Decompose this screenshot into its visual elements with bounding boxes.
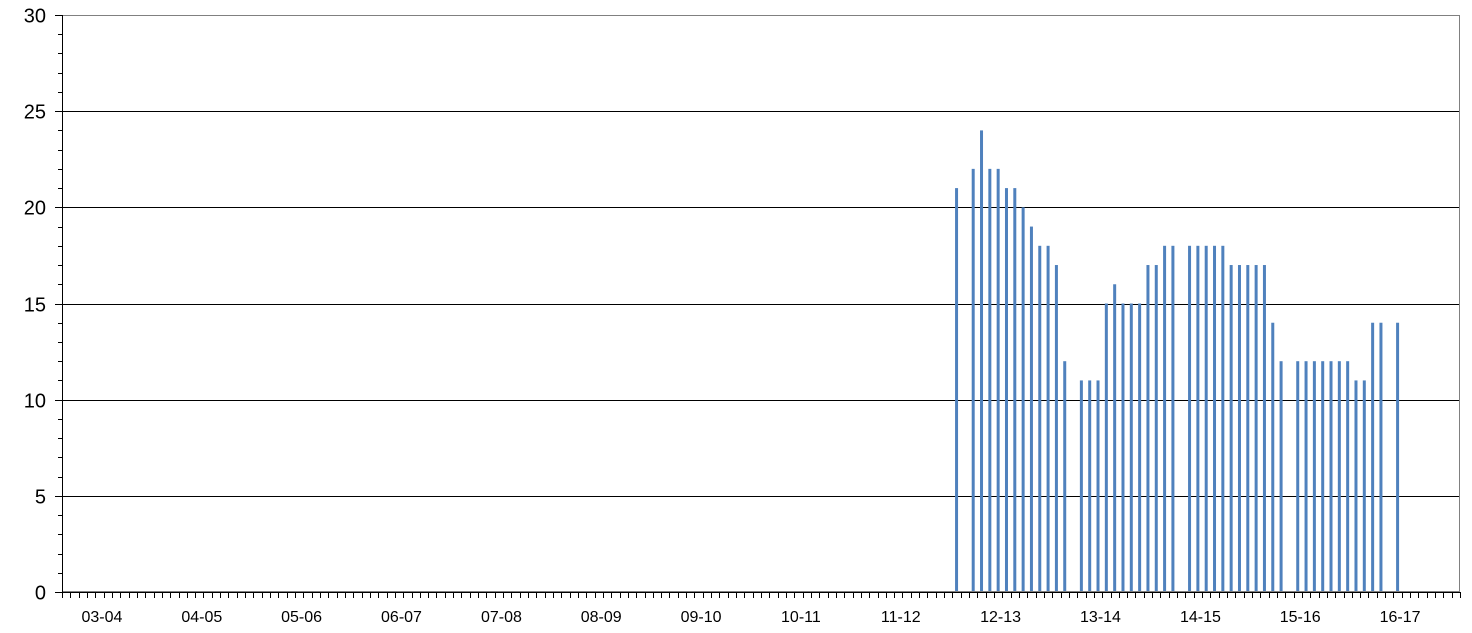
bar [1329, 361, 1333, 592]
x-tick-label: 13-14 [1080, 609, 1121, 626]
bar [1013, 188, 1017, 592]
bar [1088, 380, 1092, 592]
x-tick-label: 08-09 [581, 609, 622, 626]
bar [1229, 265, 1233, 592]
bar [1279, 361, 1283, 592]
bar [980, 130, 984, 592]
y-tick-label: 0 [35, 583, 46, 605]
bar [1063, 361, 1067, 592]
bar [1321, 361, 1325, 592]
bar [1196, 245, 1200, 593]
bar [1237, 265, 1241, 592]
bar [1312, 361, 1316, 592]
y-tick-label: 15 [24, 295, 46, 317]
bar [1038, 245, 1042, 593]
x-tick-label: 15-16 [1280, 609, 1321, 626]
bar [1304, 361, 1308, 592]
bar [955, 188, 959, 592]
bar [1129, 303, 1133, 592]
x-tick-label: 11-12 [881, 609, 921, 626]
x-tick-label: 06-07 [381, 609, 422, 626]
y-tick-label: 30 [24, 6, 46, 28]
bar [1188, 245, 1192, 593]
bar [1046, 245, 1050, 593]
bar [1371, 322, 1375, 592]
bar [971, 168, 975, 592]
x-tick-label: 14-15 [1180, 609, 1221, 626]
x-tick-label: 07-08 [481, 609, 522, 626]
bar [1271, 322, 1275, 592]
bar [1004, 188, 1008, 592]
bar [1104, 303, 1108, 592]
bar [1021, 207, 1025, 592]
bar [1221, 245, 1225, 593]
bar [1121, 303, 1125, 592]
bar [1054, 265, 1058, 592]
bar [1362, 380, 1366, 592]
bar [1396, 322, 1400, 592]
bar [1154, 265, 1158, 592]
bar [1146, 265, 1150, 592]
x-tick-label: 04-05 [181, 609, 222, 626]
bar [1296, 361, 1300, 592]
bar [1113, 284, 1117, 592]
bar [1379, 322, 1383, 592]
bar [1029, 226, 1033, 592]
x-tick-label: 09-10 [681, 609, 722, 626]
bar [988, 168, 992, 592]
bar [1337, 361, 1341, 592]
x-tick-label: 16-17 [1380, 609, 1421, 626]
bar [1213, 245, 1217, 593]
bar [1096, 380, 1100, 592]
bar [1262, 265, 1266, 592]
x-tick-label: 03-04 [81, 609, 122, 626]
x-tick-label: 10-11 [781, 609, 821, 626]
y-tick-label: 20 [24, 198, 46, 220]
bar [1138, 303, 1142, 592]
y-tick-label: 10 [24, 391, 46, 413]
plot-area [62, 15, 1460, 592]
bar [1079, 380, 1083, 592]
bar [1246, 265, 1250, 592]
bar [1204, 245, 1208, 593]
bar [996, 168, 1000, 592]
y-tick-label: 5 [35, 487, 46, 509]
bar [1354, 380, 1358, 592]
bar [1346, 361, 1350, 592]
y-tick-label: 25 [24, 102, 46, 124]
bar [1171, 245, 1175, 593]
bar [1254, 265, 1258, 592]
x-tick-label: 05-06 [281, 609, 322, 626]
bar [1163, 245, 1167, 593]
x-tick-label: 12-13 [980, 609, 1021, 626]
